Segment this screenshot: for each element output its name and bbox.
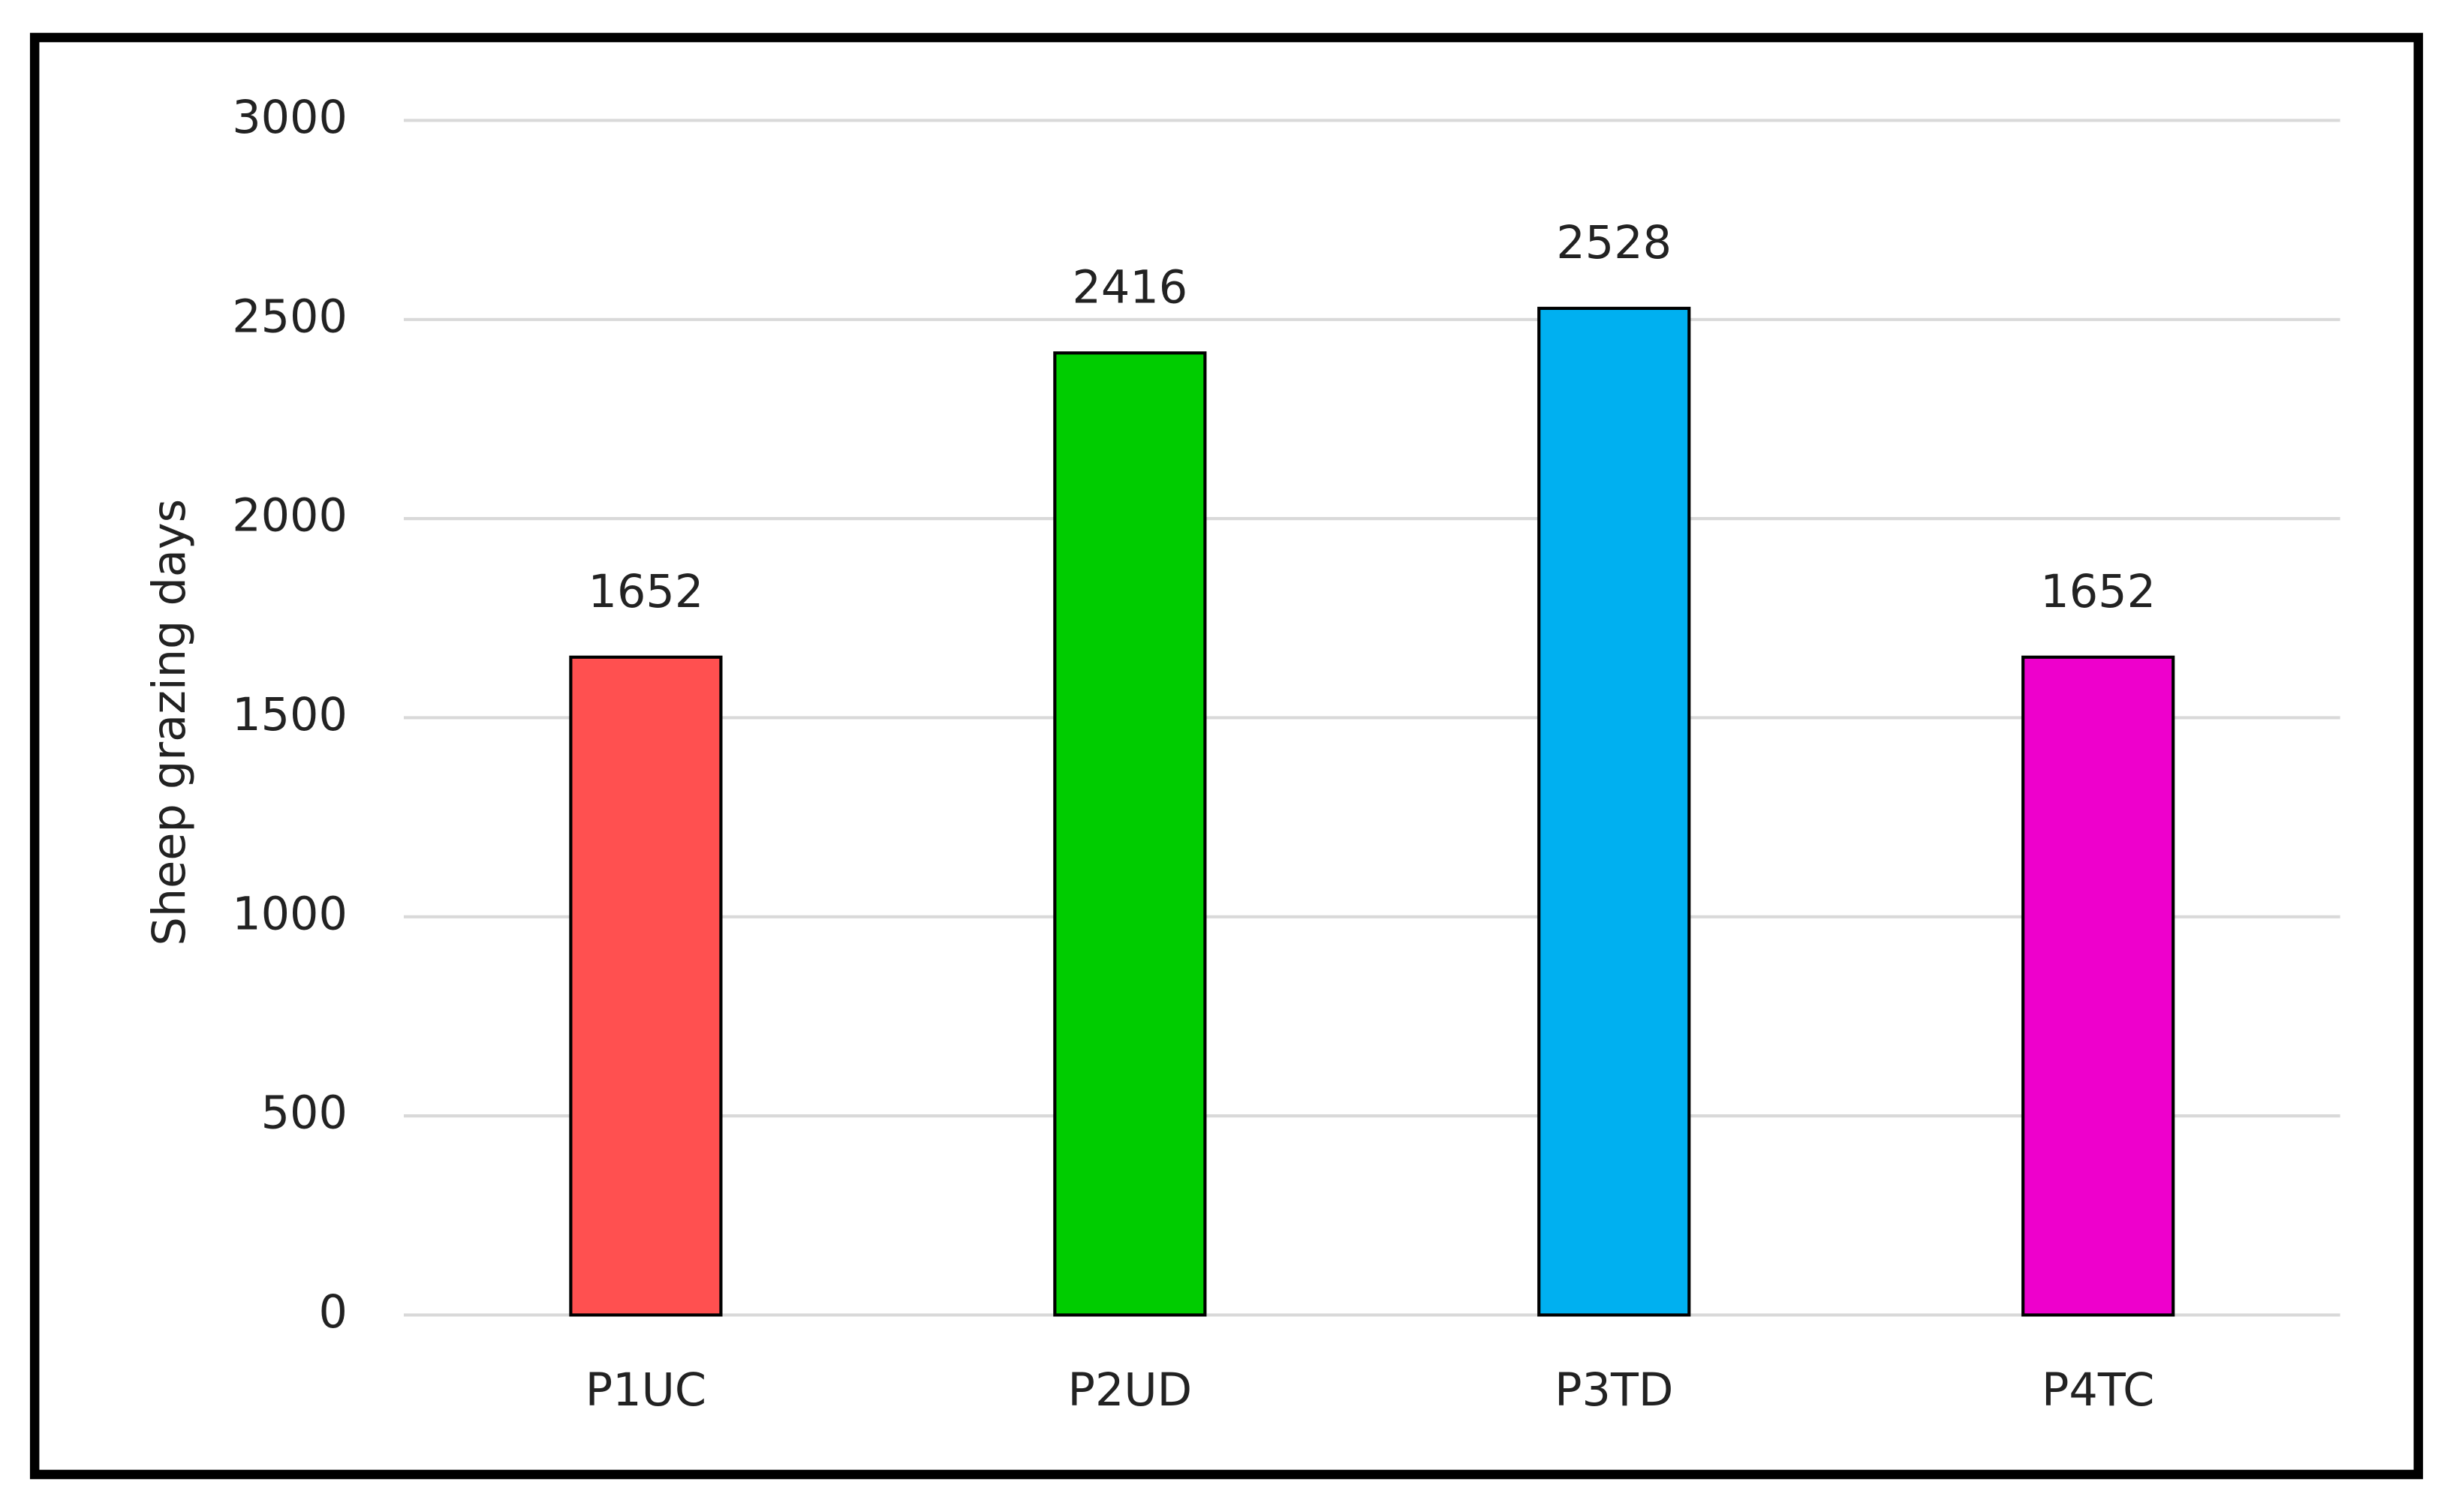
- y-tick-label: 3000: [232, 92, 348, 144]
- bar: [569, 655, 723, 1317]
- y-tick-label: 2500: [232, 290, 348, 343]
- bar: [1537, 306, 1691, 1317]
- bar: [1053, 351, 1207, 1317]
- value-label: 1652: [588, 566, 704, 618]
- x-tick-label: P4TC: [2042, 1364, 2154, 1417]
- value-label: 2528: [1556, 217, 1672, 269]
- bar: [2021, 655, 2175, 1317]
- x-tick-label: P2UD: [1068, 1364, 1193, 1417]
- y-axis-label: Sheep grazing days: [143, 499, 196, 946]
- frame: [29, 32, 2424, 1480]
- y-tick-label: 1000: [232, 888, 348, 940]
- x-tick-label: P1UC: [585, 1364, 706, 1417]
- y-tick-label: 0: [318, 1286, 347, 1339]
- y-tick-label: 1500: [232, 689, 348, 741]
- y-tick-label: 500: [261, 1087, 348, 1140]
- x-tick-label: P3TD: [1555, 1364, 1673, 1417]
- value-label: 2416: [1072, 262, 1187, 314]
- y-tick-label: 2000: [232, 490, 348, 543]
- value-label: 1652: [2040, 566, 2156, 618]
